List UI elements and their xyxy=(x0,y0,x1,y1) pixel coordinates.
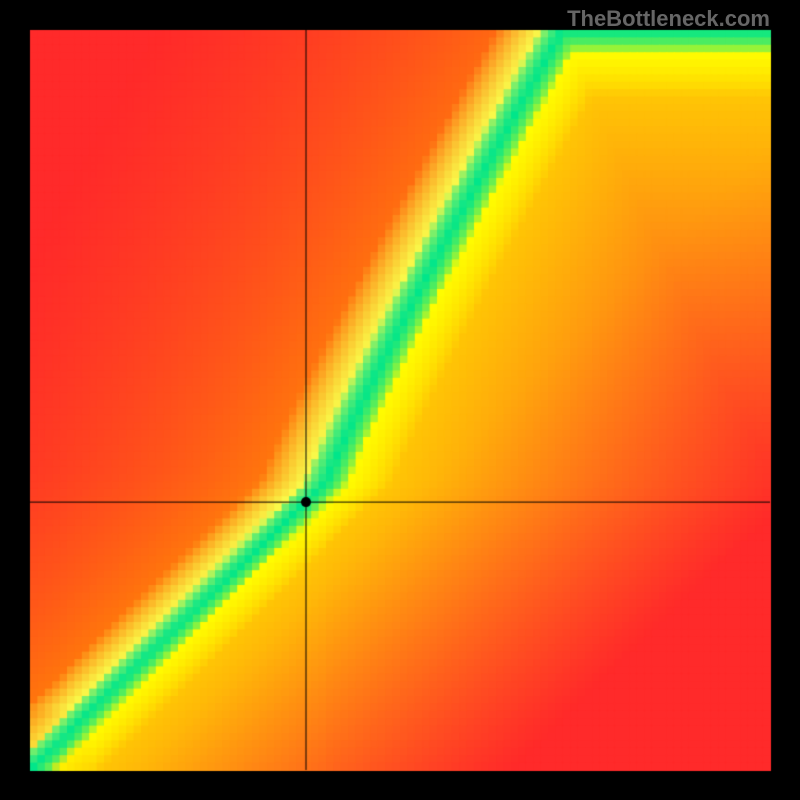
chart-container: TheBottleneck.com xyxy=(0,0,800,800)
heatmap-canvas xyxy=(0,0,800,800)
watermark-text: TheBottleneck.com xyxy=(567,6,770,32)
